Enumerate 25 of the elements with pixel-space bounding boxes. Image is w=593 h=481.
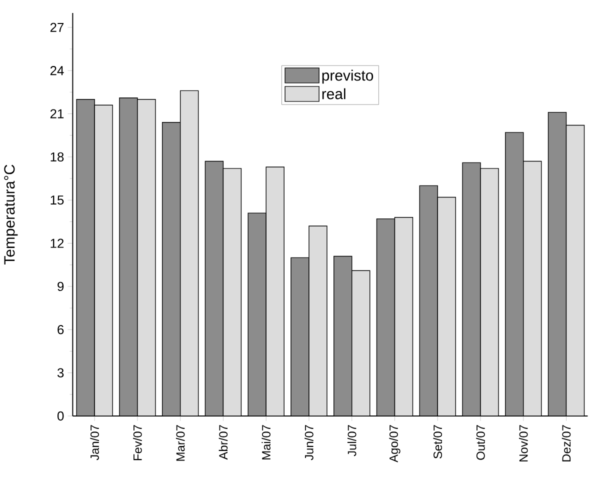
x-tick-label: Mar/07 <box>176 425 185 461</box>
x-tick-label: Fev/07 <box>133 425 142 460</box>
legend-label: previsto <box>322 70 374 84</box>
x-tick-label: Jul/07 <box>347 425 356 456</box>
x-tick-label: Jun/07 <box>304 425 314 460</box>
x-tick-label: Jan/07 <box>90 425 99 460</box>
x-tick-label: Out/07 <box>476 425 485 460</box>
y-tick-label: 24 <box>50 66 64 76</box>
y-tick-label: 12 <box>50 238 64 248</box>
y-tick-label: 21 <box>50 109 64 118</box>
x-tick-label: Set/07 <box>433 425 442 459</box>
y-tick-label: 15 <box>50 196 64 205</box>
x-tick-label: Nov/07 <box>519 425 528 462</box>
y-tick-label: 27 <box>50 22 64 32</box>
y-tick-label: 6 <box>58 325 64 334</box>
legend-label: real <box>322 88 346 100</box>
y-tick-label: 9 <box>58 282 64 292</box>
y-axis-title: Temperatura°C <box>4 164 18 264</box>
y-tick-label: 0 <box>57 411 64 421</box>
x-tick-label: Mai/07 <box>262 425 270 460</box>
x-tick-label: Ago/07 <box>389 425 400 462</box>
x-tick-label: Abr/07 <box>218 425 228 460</box>
y-tick-label: 3 <box>57 368 64 378</box>
x-tick-label: Dez/07 <box>562 425 571 462</box>
y-tick-label: 18 <box>50 152 64 162</box>
